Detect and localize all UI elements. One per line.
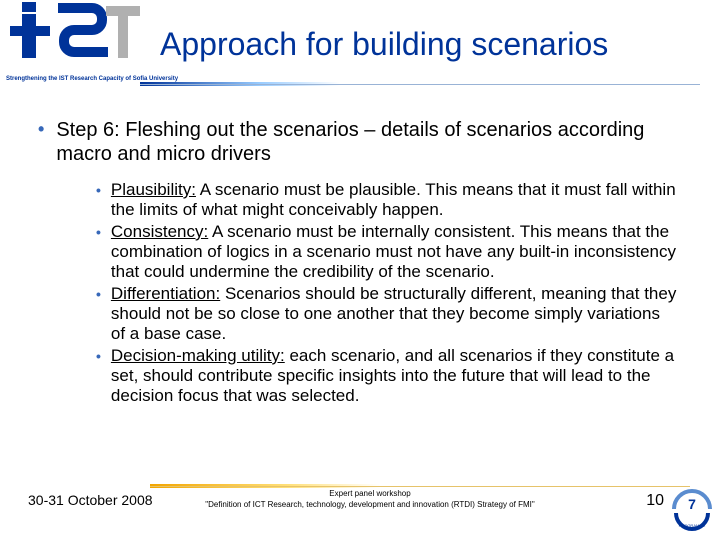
step-text: Step 6: Fleshing out the scenarios – det… xyxy=(56,118,688,166)
list-item: • Differentiation: Scenarios should be s… xyxy=(96,284,678,344)
bullet-icon: • xyxy=(96,284,101,304)
sub-list: • Plausibility: A scenario must be plaus… xyxy=(96,180,678,406)
step-heading: • Step 6: Fleshing out the scenarios – d… xyxy=(38,118,688,166)
list-item: • Consistency: A scenario must be intern… xyxy=(96,222,678,282)
item-label: Plausibility: xyxy=(111,180,196,199)
fp7-logo: 7 PROGRAMME xyxy=(670,487,714,536)
slide: Approach for building scenarios Strength… xyxy=(0,0,720,540)
slide-title: Approach for building scenarios xyxy=(160,26,608,63)
bullet-icon: • xyxy=(96,222,101,242)
item-text: A scenario must be plausible. This means… xyxy=(111,180,676,219)
svg-text:PROGRAMME: PROGRAMME xyxy=(679,523,706,528)
header: Approach for building scenarios Strength… xyxy=(0,0,720,96)
svg-text:7: 7 xyxy=(688,496,696,512)
page-number: 10 xyxy=(646,492,664,510)
item-label: Consistency: xyxy=(111,222,208,241)
list-item: • Decision-making utility: each scenario… xyxy=(96,346,678,406)
footer: 30-31 October 2008 Expert panel workshop… xyxy=(0,484,720,540)
footer-date: 30-31 October 2008 xyxy=(28,492,153,508)
content: • Step 6: Fleshing out the scenarios – d… xyxy=(38,118,688,408)
bullet-icon: • xyxy=(38,118,44,140)
footer-line1: Expert panel workshop xyxy=(329,489,410,498)
footer-caption: Expert panel workshop "Definition of ICT… xyxy=(190,488,550,510)
item-label: Decision-making utility: xyxy=(111,346,285,365)
footer-line2: "Definition of ICT Research, technology,… xyxy=(205,500,534,509)
item-label: Differentiation: xyxy=(111,284,220,303)
list-item: • Plausibility: A scenario must be plaus… xyxy=(96,180,678,220)
bullet-icon: • xyxy=(96,180,101,200)
bullet-icon: • xyxy=(96,346,101,366)
ist-logo xyxy=(10,2,140,69)
